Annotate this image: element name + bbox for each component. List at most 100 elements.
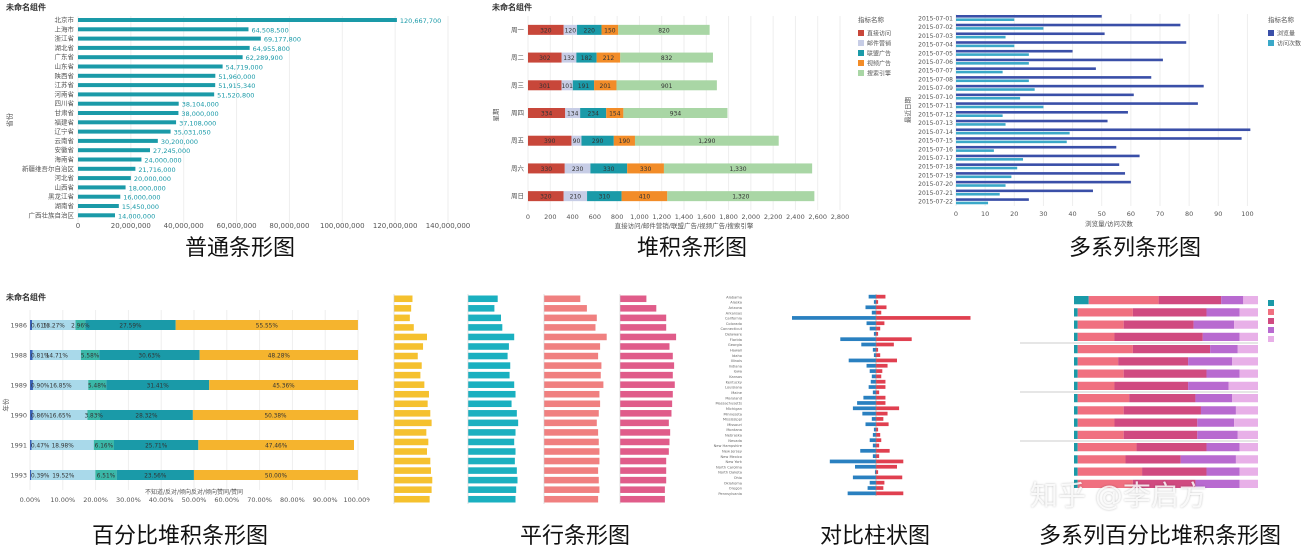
bar [956,79,1029,83]
bar [394,448,427,455]
y-tick-label: 1986 [10,322,27,330]
data-label: 14.71% [46,354,69,360]
bar [544,448,600,455]
data-label: 90 [573,138,581,145]
bar [956,154,1140,158]
data-label: 45.36% [273,384,296,390]
bar [620,314,667,322]
bar-segment [30,350,33,360]
bar-segment [1142,467,1207,476]
y-tick-label: 2015-07-14 [918,129,953,136]
legend-label: 邮件营销 [867,40,891,48]
data-label: 5.48% [88,384,107,390]
bar [956,128,1251,132]
bar-segment [580,108,607,118]
y-tick-label: 周日 [511,192,524,200]
bar-segment [1237,430,1258,439]
legend-swatch [858,30,864,36]
data-label: 191 [578,83,590,90]
bar [956,76,1152,79]
bar [394,305,412,312]
x-tick-label: 70.00% [247,496,272,504]
bar-segment [1239,467,1258,476]
data-label: 50.00% [265,474,288,480]
y-tick-label: 2015-07-15 [918,138,953,145]
bar-segment [30,440,32,450]
data-label: 390 [544,138,556,145]
bar-segment [1197,430,1238,439]
bar [840,337,876,342]
data-label: 290 [592,138,604,145]
bar-segment [32,410,88,420]
y-tick-label: Maine [731,391,743,395]
panel-diverging-bar: Alabama Alaska Arizona Arkansas California Co… [706,290,1014,516]
data-label: 54,719,000 [226,64,263,72]
bar-segment [1232,394,1258,403]
y-tick-label: Alaska [730,301,742,305]
panel-parallel-bar [372,290,702,516]
bar-segment [1074,443,1078,452]
legend-swatch [858,50,864,56]
bar-segment [32,320,76,330]
bar [620,410,672,417]
bar-segment [1077,369,1124,378]
data-label: 234 [587,111,599,118]
bar [876,342,894,347]
bar [394,324,414,331]
data-label: 35,031,050 [174,129,211,137]
panel-percent-stacked-bar: 未命名组件 0.00% 10.00% 20.00% 30.00% 40.00% 50.00%… [0,290,372,516]
y-tick-label: Connecticut [720,327,742,331]
data-label: 1,330 [729,166,746,173]
bar-segment [594,80,617,91]
x-tick-label: 40 [1068,210,1076,218]
bar [956,27,1044,30]
x-tick-label: 1,400 [675,213,694,221]
bar [394,457,431,465]
data-label: 6.16% [95,444,114,450]
bar [78,18,397,22]
bar [956,84,1204,88]
data-label: 47.46% [265,444,288,450]
bar [829,459,876,464]
bar-segment [1123,320,1194,329]
bar [78,36,261,41]
bar [867,486,876,490]
y-tick-label: 2015-07-12 [918,111,953,118]
y-tick-label: North Dakota [718,471,742,475]
data-label: 330 [603,166,615,173]
bar [468,305,495,312]
bar [873,332,876,336]
legend-label: 浏览量 [1277,30,1295,38]
bar-segment [1077,418,1115,427]
data-label: 1,320 [732,194,749,201]
bar [468,438,515,446]
bar [956,102,1198,105]
y-tick-label: Mississippi [723,418,742,422]
bar [956,180,1131,184]
y-tick-label: 2015-07-10 [918,94,953,101]
bar-segment [561,80,573,91]
panel-basic-bar: 未命名组件 0 20,000,000 40,000,000 60,000,000 80,0… [0,0,480,230]
x-tick-label: 80.00% [280,496,305,504]
x-tick-label: 80 [1185,210,1193,218]
bar-segment [193,470,358,480]
bar-segment [1118,357,1189,366]
bar [394,295,413,303]
y-tick-label: 广西壮族自治区 [29,210,75,219]
bar [394,343,424,350]
y-tick-label: New Hampshire [714,444,743,448]
data-label: 0.47% [31,444,50,450]
bar-segment [587,191,622,202]
bar [620,486,665,493]
bar [468,343,509,350]
data-label: 16.65% [49,414,72,420]
bar [956,49,1073,53]
bar [863,395,876,400]
bar-segment [1136,443,1207,452]
bar [956,123,1006,126]
y-tick-label: Michigan [726,407,742,411]
data-label: 901 [661,83,673,90]
bar [956,158,1024,161]
bar [956,41,1187,44]
y-tick-label: 四川省 [55,99,75,108]
